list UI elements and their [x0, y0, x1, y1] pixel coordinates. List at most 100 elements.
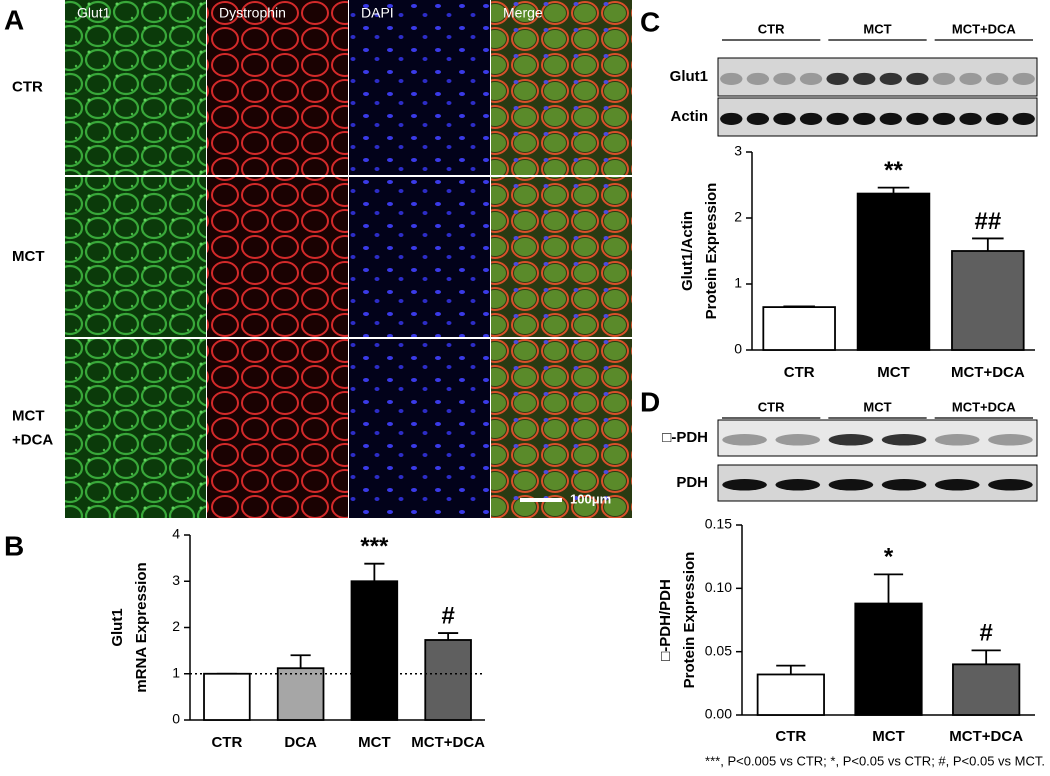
x-tick-label: CTR: [784, 364, 815, 381]
y-tick-label: 3: [172, 572, 180, 588]
micrograph: [65, 177, 206, 337]
blot-row-label: Glut1: [670, 68, 708, 85]
bar: [952, 663, 1021, 716]
significance-mark: #: [441, 602, 454, 629]
column-label: Dystrophin: [219, 5, 286, 21]
micrograph: [491, 177, 632, 337]
blot-band: [934, 434, 980, 446]
error-bar: [972, 237, 1004, 251]
blot-band: [1012, 112, 1035, 125]
column-label: DAPI: [361, 5, 394, 21]
micrograph: [491, 339, 632, 518]
blot-band: [959, 112, 982, 125]
scale-bar-label: 100μm: [570, 491, 611, 506]
error-bar: [877, 186, 910, 194]
y-axis-label: Glut1/Actin: [679, 211, 696, 291]
blot-band: [773, 112, 796, 125]
blot: [717, 57, 1038, 97]
blot-band: [881, 479, 927, 491]
blot-band: [881, 434, 927, 446]
blot-band: [722, 434, 767, 446]
error-bar: [290, 654, 311, 669]
y-axis-label: Protein Expression: [703, 183, 720, 320]
x-tick-label: MCT+DCA: [949, 728, 1023, 745]
y-axis-label: mRNA Expression: [133, 562, 150, 692]
blot-group-label: MCT: [863, 21, 891, 36]
micrograph: [491, 0, 632, 175]
footnote: ***, P<0.005 vs CTR; *, P<0.05 vs CTR; #…: [705, 753, 1045, 768]
blot-group-label: MCT: [863, 399, 891, 414]
blot-band: [826, 112, 849, 125]
y-tick-label: 2: [734, 209, 742, 225]
blot-band: [775, 434, 821, 446]
error-bar: [873, 573, 904, 604]
row-label: MCT: [12, 407, 45, 424]
significance-mark: ##: [974, 208, 1001, 235]
y-axis-label: Protein Expression: [681, 552, 698, 689]
significance-mark: #: [979, 620, 992, 647]
row-label: CTR: [12, 78, 43, 95]
micrograph: [207, 339, 348, 518]
bar: [856, 192, 931, 351]
panel-letter: D: [640, 386, 660, 417]
y-tick-label: 3: [734, 143, 742, 159]
blot-band: [932, 112, 956, 125]
blot-band: [906, 72, 929, 85]
blot: [717, 97, 1038, 137]
y-tick-label: 2: [172, 618, 180, 634]
blot-band: [879, 112, 902, 125]
x-tick-label: CTR: [775, 728, 806, 745]
panel-letter: B: [4, 530, 24, 561]
bar: [350, 580, 399, 721]
blot-band: [828, 434, 874, 446]
blot-band: [988, 434, 1033, 446]
blot-band: [799, 72, 823, 85]
blot: [717, 419, 1038, 457]
bar: [762, 306, 836, 351]
bar: [203, 672, 251, 721]
blot-band: [853, 112, 876, 125]
panel-letter: A: [4, 4, 24, 35]
blot-band: [985, 112, 1009, 125]
significance-mark: ***: [360, 533, 389, 560]
bar: [424, 639, 472, 721]
x-tick-label: DCA: [284, 734, 317, 751]
blot-row-label: PDH: [676, 474, 708, 491]
micrograph: [65, 0, 206, 175]
y-axis-label: Glut1: [109, 608, 126, 646]
x-tick-label: MCT: [358, 734, 391, 751]
blot-band: [879, 72, 902, 85]
column-label: Glut1: [77, 5, 111, 21]
bar: [276, 667, 325, 721]
error-bar: [364, 562, 385, 582]
blot-band: [934, 479, 980, 491]
row-label: MCT: [12, 248, 45, 265]
y-tick-label: 1: [172, 664, 180, 680]
micrograph: [207, 177, 348, 337]
y-tick-label: 0.00: [705, 706, 732, 722]
x-tick-label: CTR: [211, 734, 242, 751]
y-tick-label: 0: [172, 711, 180, 727]
row-label: +DCA: [12, 431, 53, 448]
blot-band: [959, 72, 982, 85]
blot-band: [775, 479, 821, 491]
blot-band: [773, 72, 796, 85]
blot-band: [828, 479, 874, 491]
blot-band: [985, 72, 1009, 85]
blot-group-label: CTR: [758, 21, 785, 36]
y-tick-label: 4: [172, 526, 180, 542]
blot-band: [906, 112, 929, 125]
blot-band: [746, 72, 770, 85]
y-tick-label: 0.10: [705, 579, 732, 595]
blot-group-label: CTR: [758, 399, 785, 414]
micrograph: [349, 339, 490, 518]
blot-band: [826, 72, 849, 85]
micrograph: [349, 177, 490, 337]
blot: [717, 464, 1038, 502]
significance-mark: **: [884, 157, 903, 184]
y-tick-label: 0: [734, 341, 742, 357]
blot-band: [988, 479, 1033, 491]
blot-band: [722, 479, 767, 491]
blot-band: [720, 72, 743, 85]
